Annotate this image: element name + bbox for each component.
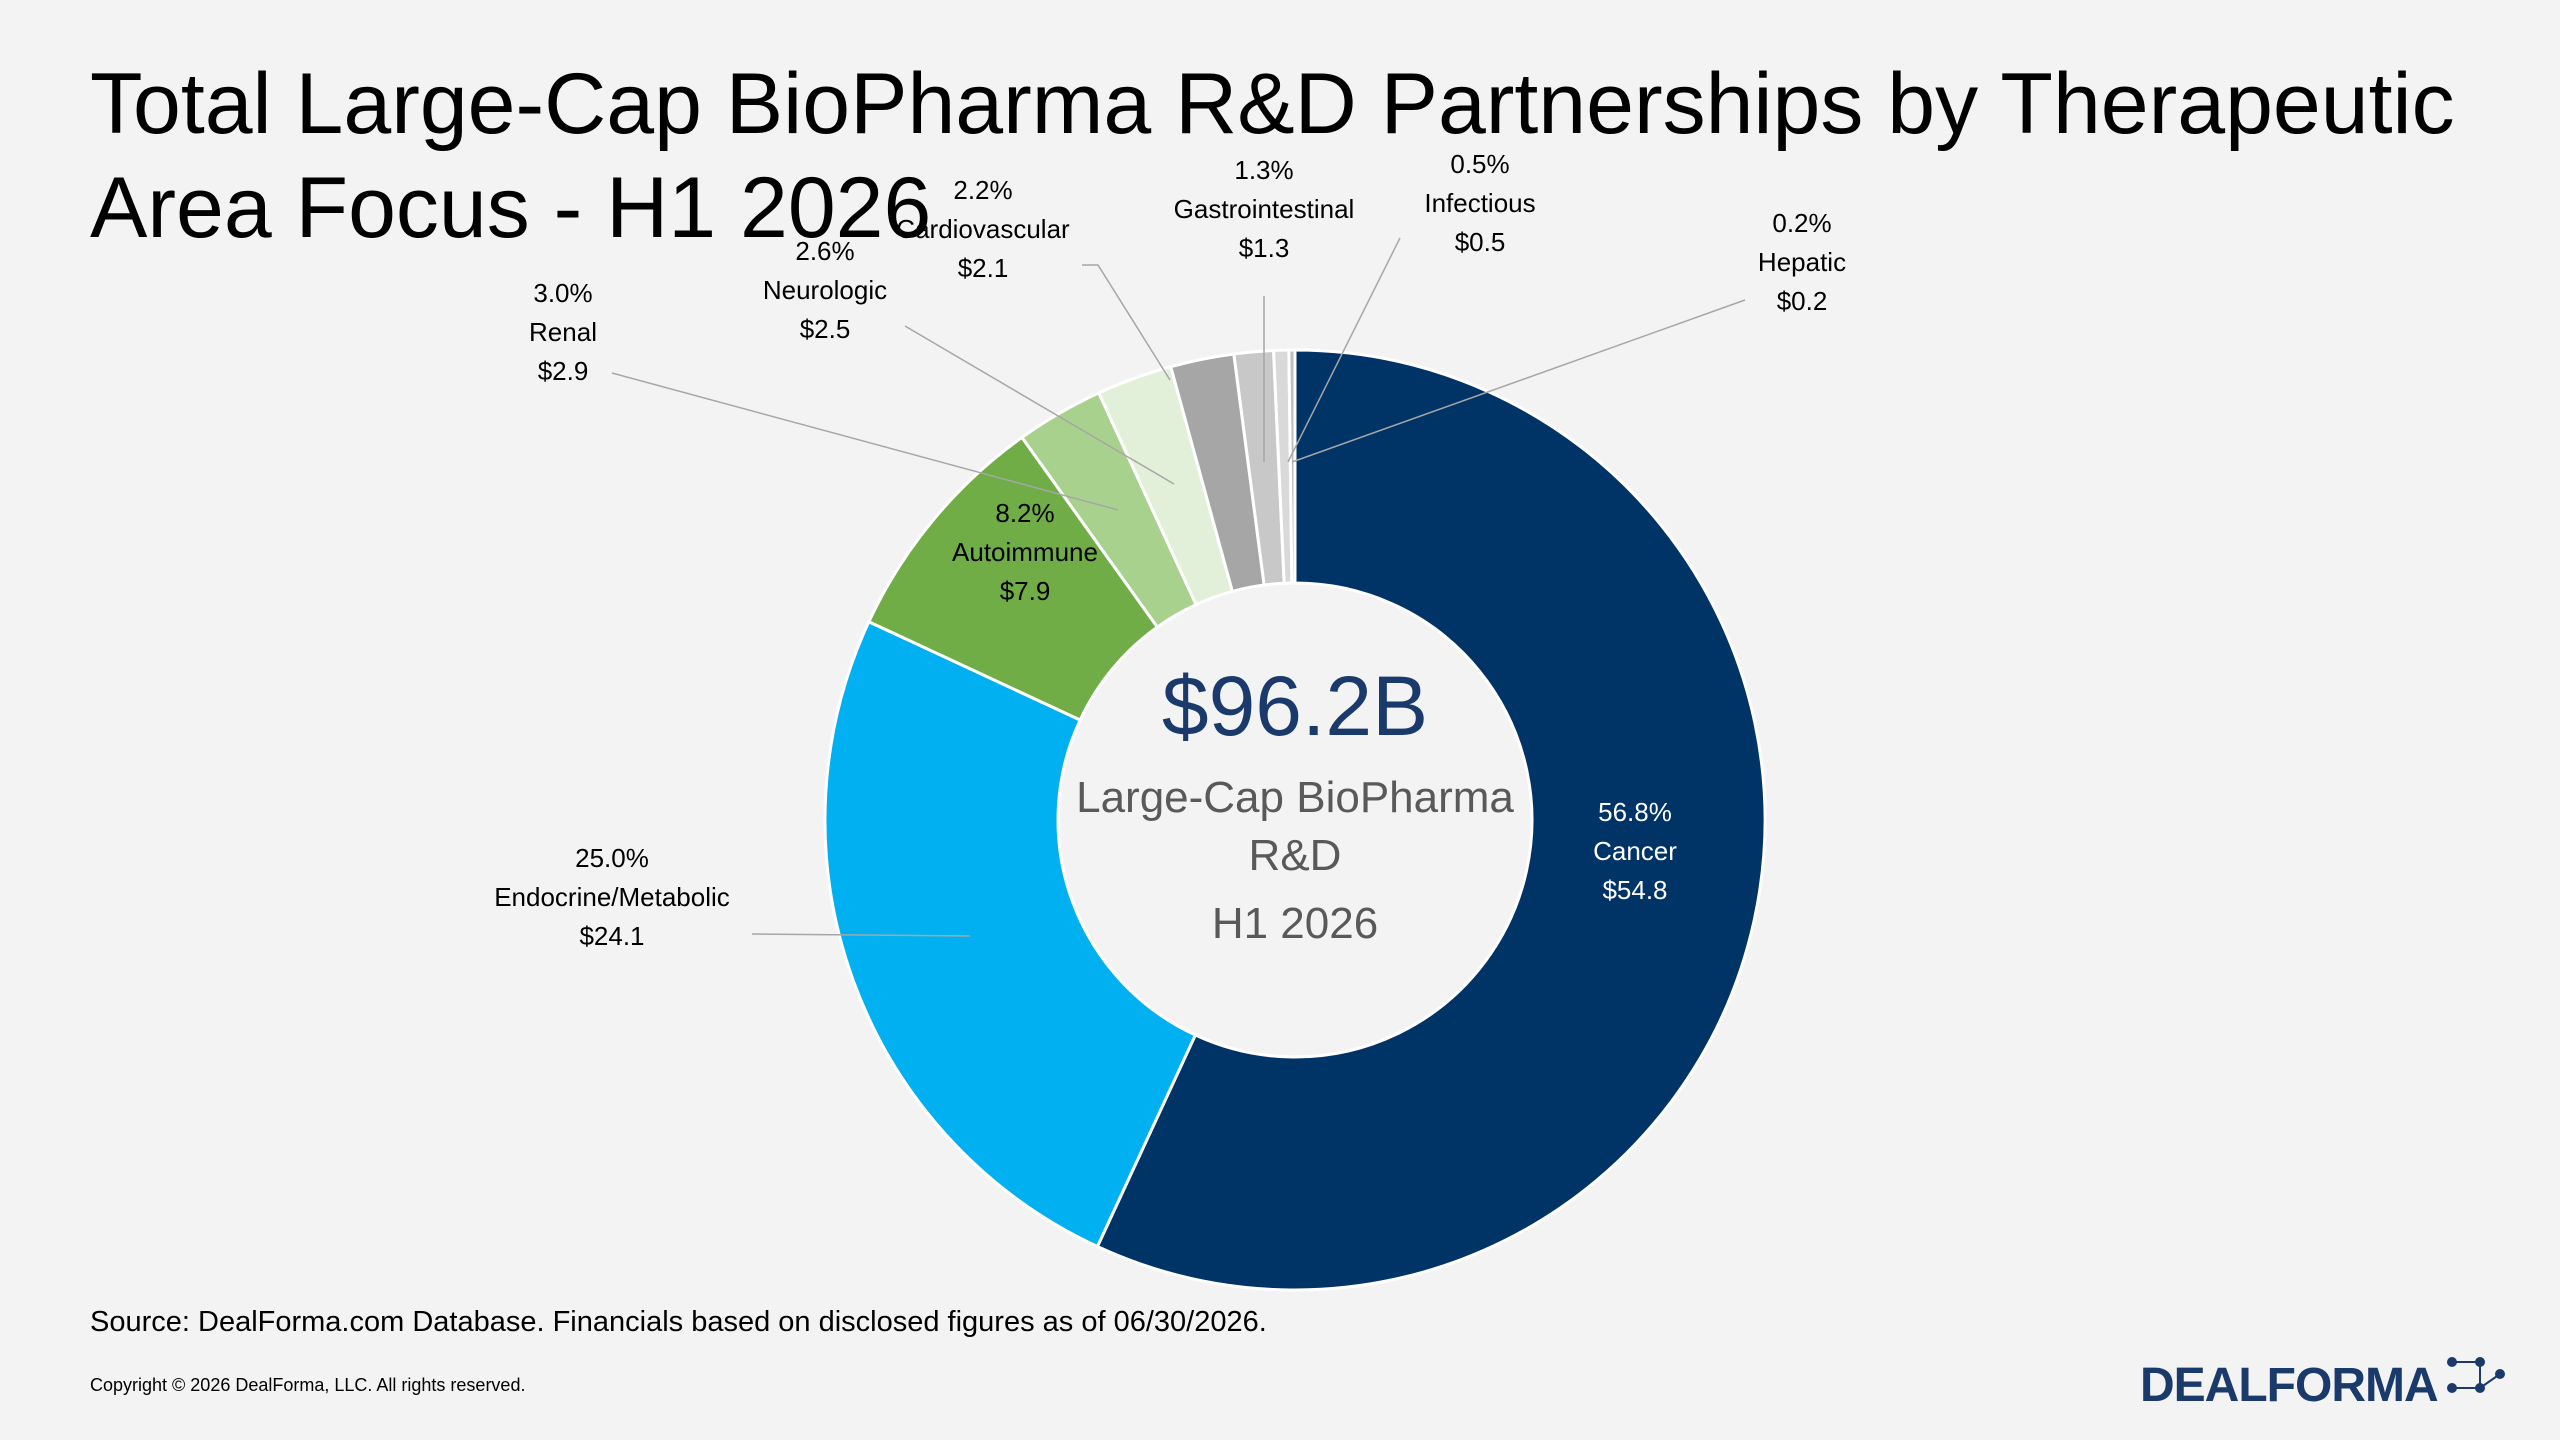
label-hepatic-percent: 0.2% [1772,208,1831,238]
label-hepatic-value-label: $0.2 [1777,286,1828,316]
label-gastrointestinal-name: Gastrointestinal [1174,194,1355,224]
leader-line-neurologic [904,325,1175,485]
logo-text: DEALFORMA [2140,1359,2439,1412]
label-cancer-name: Cancer [1593,836,1677,866]
page-title: Total Large-Cap BioPharma R&D Partnershi… [90,52,2490,260]
center-total: $96.2B [1162,659,1428,753]
label-endocrine-metabolic-name: Endocrine/Metabolic [494,882,730,912]
center-line-3: H1 2026 [1212,899,1378,948]
leader-line-endocrine-metabolic [751,933,971,937]
label-neurologic-name: Neurologic [763,275,887,305]
network-dots-icon [2447,1357,2505,1393]
slice-endocrine-metabolic [823,619,1198,1249]
label-cancer-value-label: $54.8 [1602,875,1667,905]
center-line-2: R&D [1249,831,1342,880]
center-line-1: Large-Cap BioPharma [1076,773,1514,822]
leader-line-cardiovascular [1082,264,1171,381]
label-renal-name: Renal [529,317,597,347]
label-gastrointestinal-value-label: $1.3 [1239,233,1290,263]
source-note: Source: DealForma.com Database. Financia… [90,1306,1267,1338]
label-cardiovascular-percent: 2.2% [953,175,1012,205]
label-cancer-percent: 56.8% [1598,797,1672,827]
label-autoimmune-percent: 8.2% [995,498,1054,528]
label-endocrine-metabolic-value-label: $24.1 [579,921,644,951]
leader-line-infectious [1287,237,1401,463]
slice-hepatic [1287,348,1297,585]
slice-labels: 56.8% Cancer $54.8 25.0% Endocrine/Metabolic… [494,149,1846,951]
label-infectious-name: Infectious [1424,188,1535,218]
donut-center: $96.2B Large-Cap BioPharma R&D H1 2026 [1076,659,1514,948]
label-neurologic-value-label: $2.5 [800,314,851,344]
donut-slices [823,348,1767,1292]
label-autoimmune-value-label: $7.9 [1000,576,1051,606]
title-line-2: Area Focus - H1 2026 [90,160,932,256]
label-autoimmune-name: Autoimmune [952,537,1098,567]
label-renal-value-label: $2.9 [538,356,589,386]
label-cardiovascular-name: Cardiovascular [896,214,1070,244]
label-gastrointestinal-percent: 1.3% [1234,155,1293,185]
leader-lines [611,237,1746,937]
label-renal-percent: 3.0% [533,278,592,308]
label-hepatic-name: Hepatic [1758,247,1846,277]
label-neurologic-percent: 2.6% [795,236,854,266]
leader-line-hepatic [1291,299,1746,463]
label-endocrine-metabolic-percent: 25.0% [575,843,649,873]
label-cardiovascular-value-label: $2.1 [958,253,1009,283]
copyright-note: Copyright © 2026 DealForma, LLC. All rig… [90,1375,526,1395]
label-infectious-value-label: $0.5 [1455,227,1506,257]
title-line-1: Total Large-Cap BioPharma R&D Partnershi… [90,56,2455,152]
leader-line-renal [611,372,1119,511]
label-infectious-percent: 0.5% [1450,149,1509,179]
slice-cancer [1095,348,1767,1292]
